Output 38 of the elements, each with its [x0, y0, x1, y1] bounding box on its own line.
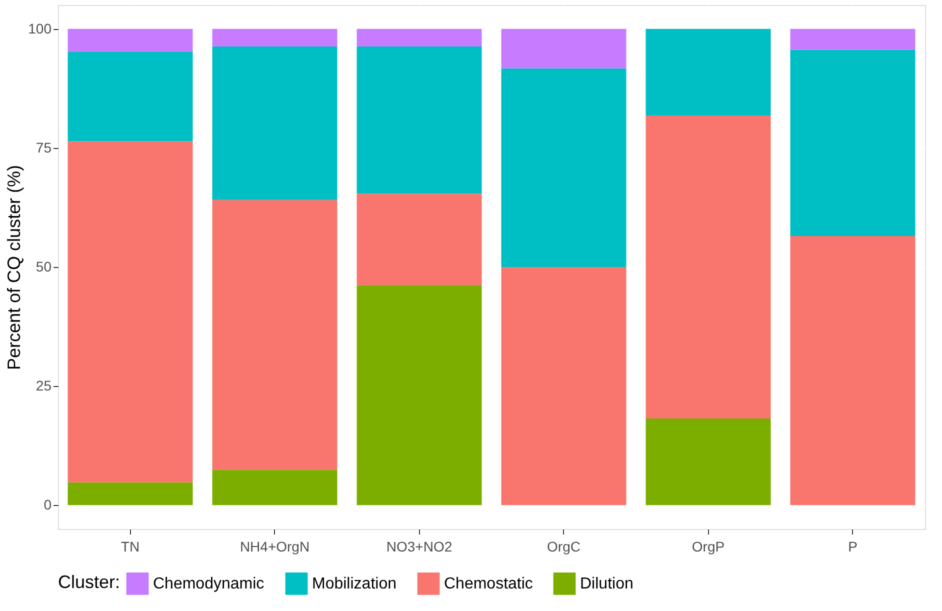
- bar: [356, 194, 482, 286]
- bar: [646, 28, 771, 116]
- bar: [356, 28, 482, 46]
- bar: [790, 236, 916, 506]
- bar: [68, 52, 193, 142]
- bar: [68, 482, 193, 506]
- y-tick-label: 0: [44, 496, 52, 513]
- y-tick-label: 50: [36, 258, 52, 274]
- x-tick-label: NH4+OrgN: [240, 538, 310, 554]
- bar: [212, 200, 338, 470]
- x-tick-label: P: [848, 538, 858, 554]
- bar: [356, 285, 482, 506]
- bar: [356, 46, 482, 194]
- x-tick-label: NO3+NO2: [386, 538, 452, 554]
- legend-label: Chemostatic: [444, 576, 533, 593]
- bar: [646, 116, 771, 418]
- legend-label: Dilution: [580, 576, 634, 593]
- y-tick-label: 75: [36, 139, 52, 156]
- y-tick-label: 100: [28, 20, 52, 36]
- bar: [501, 28, 626, 68]
- bar: [501, 267, 626, 506]
- bar: [501, 68, 626, 267]
- legend-title: Cluster:: [58, 572, 120, 592]
- y-tick-label: 25: [36, 378, 52, 394]
- bar: [212, 28, 338, 46]
- bar: [790, 28, 916, 50]
- bar: [212, 470, 338, 506]
- bar: [68, 141, 193, 482]
- x-tick-label: OrgP: [692, 538, 725, 554]
- legend-label: Chemodynamic: [153, 576, 264, 593]
- legend-label: Mobilization: [312, 576, 396, 593]
- x-tick-label: OrgC: [547, 538, 580, 554]
- y-axis-title: Percent of CQ cluster (%): [4, 164, 24, 370]
- bar: [212, 46, 338, 200]
- bar: [646, 418, 771, 506]
- bar: [68, 28, 193, 52]
- x-tick-label: TN: [120, 538, 140, 554]
- bar: [790, 50, 916, 236]
